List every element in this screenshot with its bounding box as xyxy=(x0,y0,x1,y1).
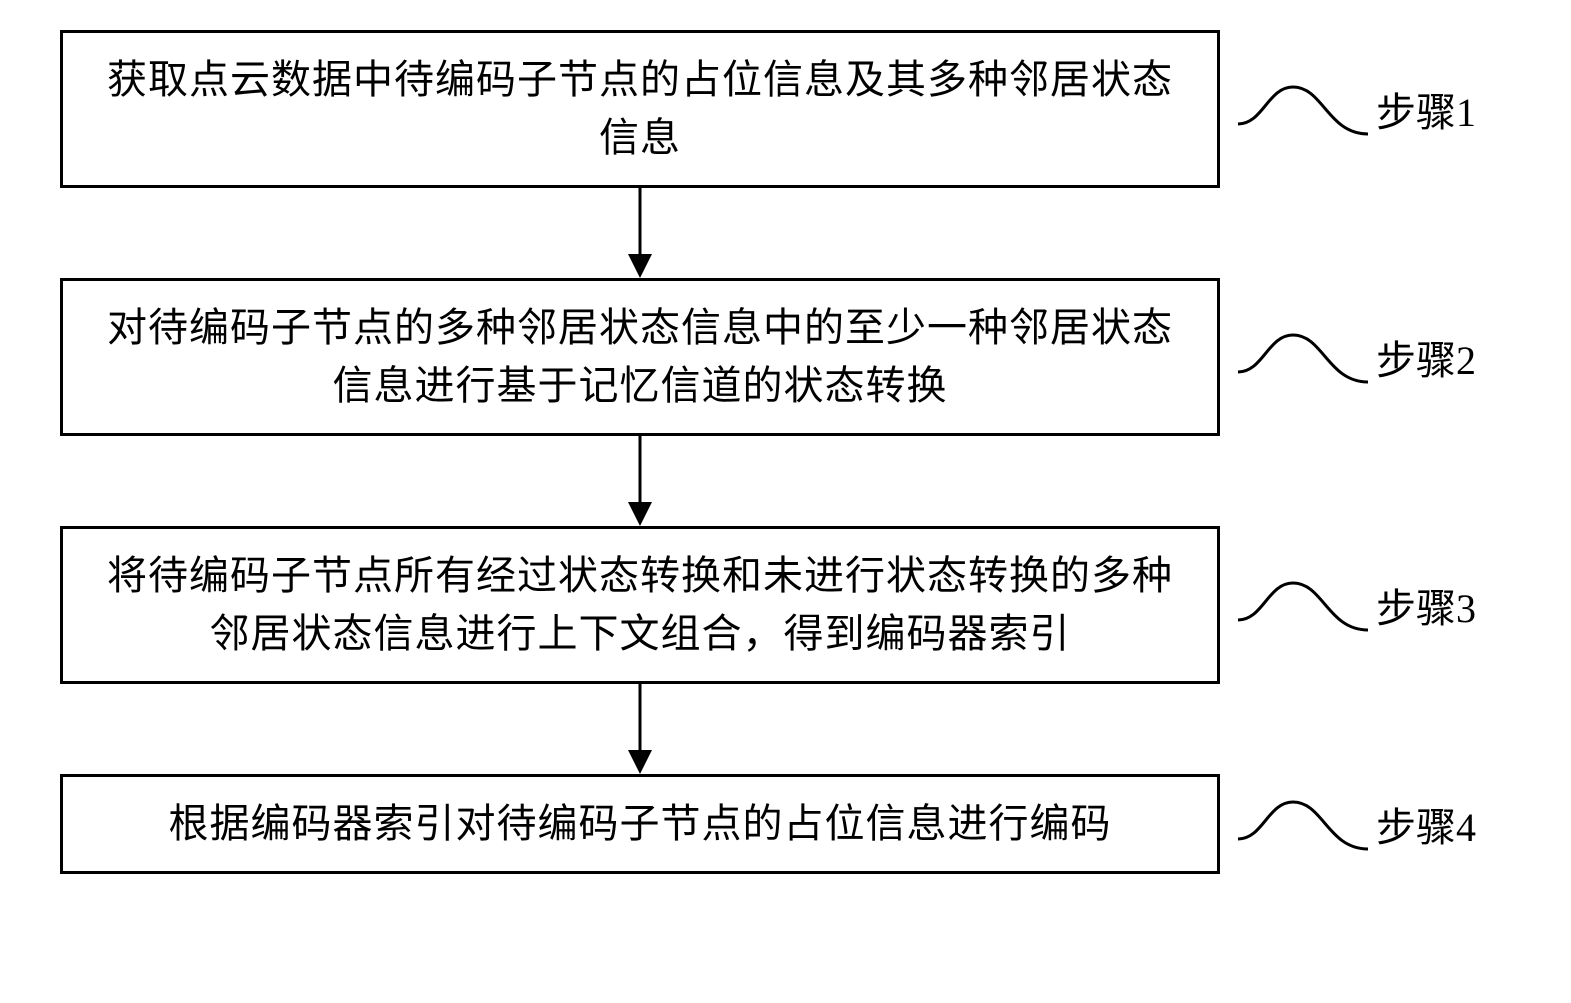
arrow-down-icon xyxy=(620,188,660,278)
step-row-4: 根据编码器索引对待编码子节点的占位信息进行编码 步骤4 xyxy=(60,774,1510,874)
step-label-1: 步骤1 xyxy=(1376,80,1476,138)
step-label-2: 步骤2 xyxy=(1376,328,1476,386)
step-label-4: 步骤4 xyxy=(1376,795,1476,853)
flowchart-container: 获取点云数据中待编码子节点的占位信息及其多种邻居状态信息 步骤1 对待编码子节点… xyxy=(60,30,1510,874)
arrow-3 xyxy=(60,684,1220,774)
arrow-down-icon xyxy=(620,684,660,774)
step-label-wrap-1: 步骤1 xyxy=(1238,79,1476,139)
step-box-4: 根据编码器索引对待编码子节点的占位信息进行编码 xyxy=(60,774,1220,874)
wave-connector-icon xyxy=(1238,327,1368,387)
wave-connector-icon xyxy=(1238,79,1368,139)
step-text-2: 对待编码子节点的多种邻居状态信息中的至少一种邻居状态信息进行基于记忆信道的状态转… xyxy=(91,299,1189,415)
arrow-down-icon xyxy=(620,436,660,526)
step-text-4: 根据编码器索引对待编码子节点的占位信息进行编码 xyxy=(169,795,1112,853)
step-box-2: 对待编码子节点的多种邻居状态信息中的至少一种邻居状态信息进行基于记忆信道的状态转… xyxy=(60,278,1220,436)
step-row-3: 将待编码子节点所有经过状态转换和未进行状态转换的多种邻居状态信息进行上下文组合，… xyxy=(60,526,1510,684)
wave-connector-icon xyxy=(1238,794,1368,854)
step-box-1: 获取点云数据中待编码子节点的占位信息及其多种邻居状态信息 xyxy=(60,30,1220,188)
step-text-3: 将待编码子节点所有经过状态转换和未进行状态转换的多种邻居状态信息进行上下文组合，… xyxy=(91,547,1189,663)
step-row-2: 对待编码子节点的多种邻居状态信息中的至少一种邻居状态信息进行基于记忆信道的状态转… xyxy=(60,278,1510,436)
step-label-wrap-4: 步骤4 xyxy=(1238,794,1476,854)
step-box-3: 将待编码子节点所有经过状态转换和未进行状态转换的多种邻居状态信息进行上下文组合，… xyxy=(60,526,1220,684)
arrow-1 xyxy=(60,188,1220,278)
step-row-1: 获取点云数据中待编码子节点的占位信息及其多种邻居状态信息 步骤1 xyxy=(60,30,1510,188)
step-label-3: 步骤3 xyxy=(1376,576,1476,634)
step-label-wrap-2: 步骤2 xyxy=(1238,327,1476,387)
step-text-1: 获取点云数据中待编码子节点的占位信息及其多种邻居状态信息 xyxy=(91,51,1189,167)
step-label-wrap-3: 步骤3 xyxy=(1238,575,1476,635)
arrow-2 xyxy=(60,436,1220,526)
wave-connector-icon xyxy=(1238,575,1368,635)
